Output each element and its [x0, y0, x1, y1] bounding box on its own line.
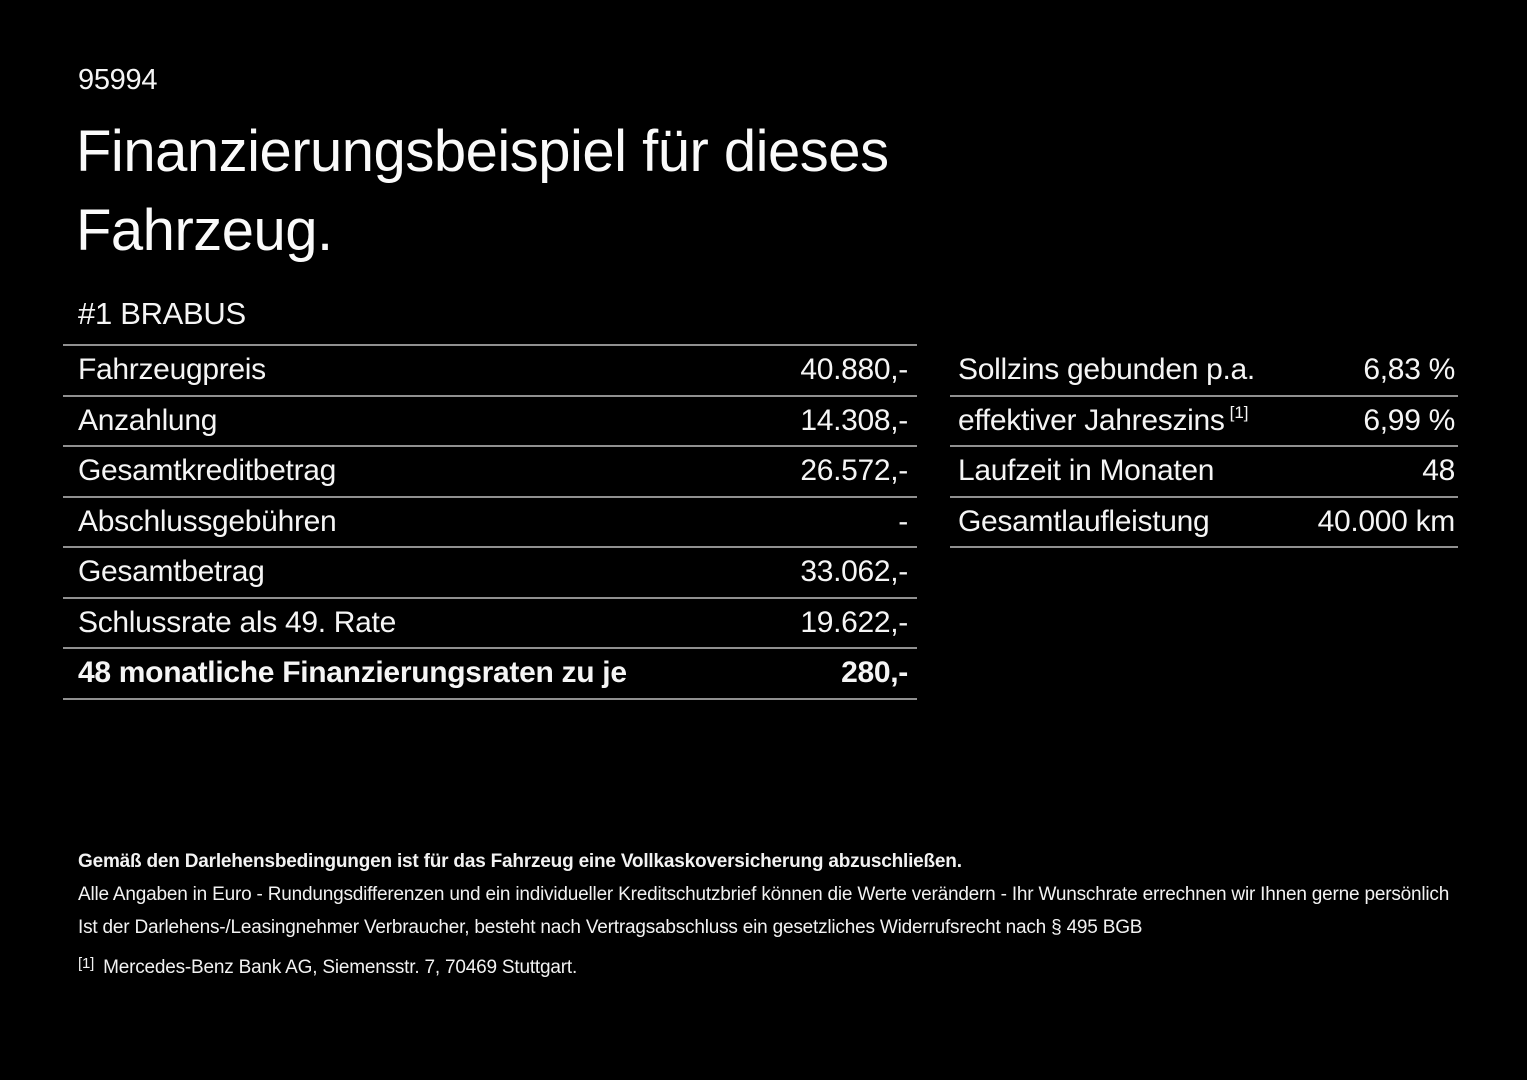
row-label: Sollzins gebunden p.a. [958, 353, 1255, 387]
table-row-gesamtbetrag: Gesamtbetrag 33.062,- [63, 548, 917, 599]
row-label: effektiver Jahreszins [1] [958, 403, 1249, 438]
insurance-note: Gemäß den Darlehensbedingungen ist für d… [78, 851, 962, 872]
row-value: 14.308,- [800, 403, 908, 437]
footnote-text: Mercedes-Benz Bank AG, Siemensstr. 7, 70… [103, 957, 578, 978]
row-value: 26.572,- [800, 454, 908, 488]
finance-table: Fahrzeugpreis 40.880,- Anzahlung 14.308,… [63, 344, 917, 700]
table-row-effektiver-jahreszins: effektiver Jahreszins [1] 6,99 % [950, 397, 1458, 447]
row-label: Abschlussgebühren [78, 504, 337, 538]
table-row-gesamtlaufleistung: Gesamtlaufleistung 40.000 km [950, 498, 1458, 548]
row-value: 6,99 % [1363, 403, 1455, 437]
row-value: 19.622,- [800, 605, 908, 639]
table-row-abschlussgebuehren: Abschlussgebühren - [63, 498, 917, 548]
row-value: 280,- [841, 656, 908, 690]
row-value: - [898, 504, 908, 538]
row-label: Fahrzeugpreis [78, 353, 266, 387]
row-value: 40.880,- [800, 353, 908, 387]
bank-footnote: [1] Mercedes-Benz Bank AG, Siemensstr. 7,… [78, 947, 1449, 984]
vehicle-name: #1 BRABUS [78, 296, 246, 331]
row-label: Anzahlung [78, 403, 218, 437]
footnote-marker: [1] [78, 955, 95, 972]
row-value: 33.062,- [800, 555, 908, 589]
row-label: 48 monatliche Finanzierungsraten zu je [78, 656, 627, 690]
row-label: Gesamtkreditbetrag [78, 454, 337, 488]
table-row-anzahlung: Anzahlung 14.308,- [63, 397, 917, 447]
conditions-table: Sollzins gebunden p.a. 6,83 % effektiver… [950, 346, 1458, 548]
table-row-fahrzeugpreis: Fahrzeugpreis 40.880,- [63, 346, 917, 397]
table-row-sollzins: Sollzins gebunden p.a. 6,83 % [950, 346, 1458, 397]
row-label: Schlussrate als 49. Rate [78, 605, 396, 639]
row-label-text: effektiver Jahreszins [958, 404, 1225, 438]
page-title-line-2: Fahrzeug. [76, 198, 333, 263]
rounding-note: Alle Angaben in Euro - Rundungsdifferenz… [78, 884, 1450, 905]
page-title-line-1: Finanzierungsbeispiel für dieses [76, 119, 889, 184]
document-number: 95994 [78, 64, 158, 96]
table-row-laufzeit: Laufzeit in Monaten 48 [950, 447, 1458, 498]
table-row-schlussrate: Schlussrate als 49. Rate 19.622,- [63, 599, 917, 649]
page-title: Finanzierungsbeispiel für dieses Fahrzeug… [76, 112, 889, 270]
row-label: Gesamtlaufleistung [958, 504, 1210, 538]
withdrawal-note: Ist der Darlehens-/Leasingnehmer Verbrau… [78, 917, 1143, 938]
table-row-gesamtkreditbetrag: Gesamtkreditbetrag 26.572,- [63, 447, 917, 498]
table-row-monthly-rate: 48 monatliche Finanzierungsraten zu je 2… [63, 649, 917, 700]
row-label: Laufzeit in Monaten [958, 454, 1215, 488]
row-label: Gesamtbetrag [78, 555, 265, 589]
row-value: 48 [1422, 454, 1455, 488]
row-value: 6,83 % [1363, 353, 1455, 387]
footer-notes: Gemäß den Darlehensbedingungen ist für d… [78, 845, 1449, 984]
footnote-reference: [1] [1229, 403, 1249, 423]
row-value: 40.000 km [1317, 504, 1456, 538]
